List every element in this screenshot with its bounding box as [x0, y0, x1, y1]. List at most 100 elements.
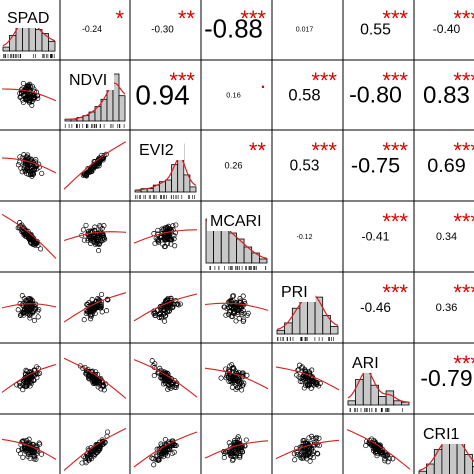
scatter-point	[160, 447, 167, 453]
scatter-point	[235, 445, 241, 452]
significance-stars: **	[178, 6, 196, 31]
smooth-line	[275, 366, 340, 391]
panel-ndvi-evi2: 0.94***	[129, 59, 202, 131]
smooth-line	[63, 357, 127, 399]
scatter-point	[18, 94, 24, 100]
scatter-point	[17, 223, 23, 229]
scatter-point	[176, 302, 182, 308]
scatter-point	[96, 248, 102, 254]
significance-stars: ***	[240, 6, 266, 31]
scatter-point	[30, 377, 37, 383]
scatter-point	[151, 310, 157, 316]
scatter-point	[236, 307, 242, 313]
scatter-point	[158, 313, 164, 319]
scatter-point	[81, 317, 87, 323]
scatter-point	[156, 456, 162, 462]
panel-mcari-spad	[0, 200, 61, 273]
variable-label: MCARI	[210, 213, 262, 230]
scatter-point	[105, 429, 111, 435]
panel-evi2-cri1: 0.69***	[413, 129, 474, 202]
scatter-point	[17, 380, 23, 386]
histogram-bar	[456, 439, 466, 474]
variable-label: SPAD	[7, 10, 49, 27]
scatter-point	[227, 308, 233, 314]
correlation-value: 0.16	[226, 91, 241, 100]
scatter-point	[80, 227, 86, 233]
scatter-point	[374, 445, 380, 451]
panel-pri-ndvi	[59, 271, 131, 344]
smooth-line	[133, 293, 198, 322]
scatter-point	[170, 380, 176, 386]
scatter-point	[17, 159, 23, 165]
scatter-point	[99, 291, 105, 297]
scatter-point	[86, 457, 92, 463]
scatter-point	[302, 366, 308, 372]
scatter-point	[241, 380, 247, 386]
scatter-point	[229, 384, 235, 390]
scatter-point	[302, 382, 309, 388]
scatter-point	[95, 161, 101, 167]
significance-stars: ***	[453, 138, 474, 163]
panel-pri-ari: -0.46***	[342, 271, 415, 344]
scatter-point	[34, 241, 40, 247]
scatter-point	[153, 456, 159, 462]
panel-spad-ndvi: -0.24 *	[59, 0, 131, 61]
panel-mcari-ari: -0.41***	[342, 200, 415, 273]
scatter-point	[313, 436, 319, 442]
scatter-point	[390, 456, 396, 462]
panel-evi2-pri: 0.53***	[271, 129, 344, 202]
scatter-point	[385, 459, 391, 465]
panel-spad-mcari: -0.88***	[200, 0, 273, 61]
smooth-line	[1, 363, 57, 393]
density-curve	[65, 82, 126, 120]
scatter-point	[235, 434, 241, 440]
scatter-point	[171, 236, 177, 242]
scatter-point	[310, 448, 316, 454]
smooth-line	[63, 292, 127, 323]
correlation-value: 0.58	[288, 86, 320, 105]
variable-label-box	[66, 66, 114, 90]
scatter-point	[149, 358, 155, 364]
significance-stars: .	[260, 68, 266, 93]
scatter-point	[223, 312, 229, 318]
scatter-point	[296, 374, 302, 380]
panel-pri-cri1: 0.36***	[413, 271, 474, 344]
significance-stars: ***	[311, 138, 337, 163]
scatter-point	[32, 304, 38, 310]
correlation-value: 0.55	[360, 21, 391, 38]
significance-stars: ***	[453, 6, 474, 31]
density-curve	[347, 370, 410, 403]
scatter-point	[173, 385, 179, 391]
histogram-bar	[118, 95, 126, 122]
scatter-point	[20, 438, 26, 444]
scatter-point	[307, 380, 313, 386]
scatter-point	[98, 386, 104, 392]
scatter-point	[382, 452, 388, 458]
scatter-point	[82, 170, 88, 176]
scatter-point	[151, 462, 157, 468]
panel-frame	[129, 413, 202, 474]
scatter-point	[18, 165, 24, 171]
scatter-point	[95, 299, 101, 306]
scatter-point	[31, 318, 37, 324]
significance-stars: ***	[169, 68, 195, 93]
scatter-point	[25, 453, 31, 460]
scatter-point	[168, 380, 174, 386]
scatter-point	[38, 246, 44, 252]
scatter-point	[20, 454, 26, 460]
scatter-point	[27, 83, 33, 89]
histogram-bar	[146, 188, 154, 193]
scatter-point	[292, 457, 298, 463]
scatter-point	[91, 452, 97, 458]
scatter-point	[161, 305, 167, 311]
scatter-point	[236, 316, 242, 322]
scatter-point	[101, 223, 107, 229]
histogram-bar	[106, 84, 114, 122]
scatter-point	[88, 454, 94, 460]
panel-cri1-ndvi	[59, 413, 131, 474]
scatter-point	[299, 365, 305, 371]
scatter-point	[363, 443, 369, 449]
smooth-line	[346, 429, 411, 470]
scatter-point	[166, 307, 173, 314]
